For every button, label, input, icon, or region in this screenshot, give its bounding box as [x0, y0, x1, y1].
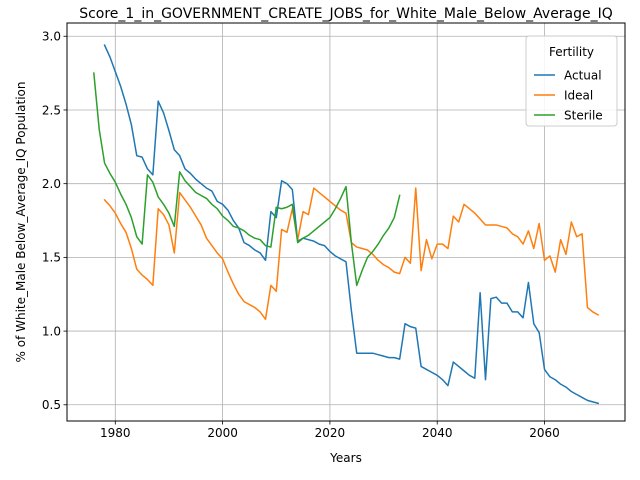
y-tick-label: 2.0	[42, 177, 61, 191]
legend-entries: Actual Ideal Sterile	[534, 69, 603, 123]
legend-label-actual: Actual	[564, 69, 602, 83]
x-axis-label: Years	[329, 451, 362, 465]
legend: Fertility Actual Ideal Sterile	[525, 35, 618, 127]
chart-title: Score_1_in_GOVERNMENT_CREATE_JOBS_for_Wh…	[79, 6, 613, 22]
x-tick-label: 1980	[100, 426, 131, 440]
y-axis-label: % of White_Male Below_Average_IQ Populat…	[14, 82, 28, 363]
series-lines	[93, 44, 600, 405]
y-tick-label: 1.5	[42, 251, 61, 265]
legend-title: Fertility	[549, 45, 594, 59]
plot-area-frame	[66, 22, 626, 422]
series-line-sterile	[93, 72, 401, 287]
x-tick-label: 2020	[315, 426, 346, 440]
legend-label-ideal: Ideal	[564, 89, 593, 103]
axis-ticks: 1980 2000 2020 2040 2060 0.5 1.0 1.5 2.0 2.5 3.0	[42, 30, 560, 440]
legend-box	[525, 35, 618, 127]
series-line-actual	[103, 44, 600, 405]
y-tick-label: 1.0	[42, 324, 61, 338]
x-tick-label: 2060	[529, 426, 560, 440]
y-tick-label: 3.0	[42, 30, 61, 44]
x-tick-label: 2040	[422, 426, 453, 440]
y-tick-label: 0.5	[42, 398, 61, 412]
y-tick-label: 2.5	[42, 103, 61, 117]
x-tick-label: 2000	[207, 426, 238, 440]
legend-label-sterile: Sterile	[564, 109, 603, 123]
